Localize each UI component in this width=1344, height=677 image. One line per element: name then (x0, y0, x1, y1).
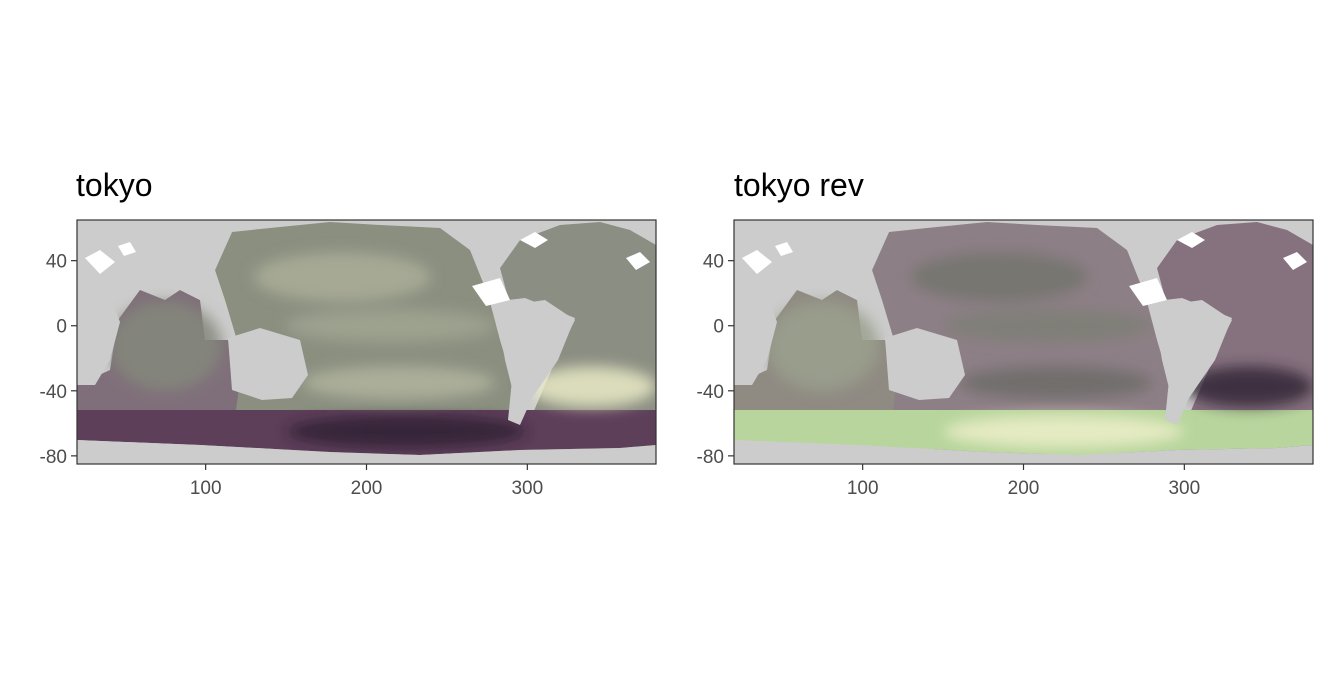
y-tick-label: 0 (713, 317, 724, 338)
y-tick-label: -80 (697, 447, 724, 468)
y-tick-label: 0 (56, 317, 67, 338)
region-equatorial-pacific (943, 309, 1152, 342)
region-south-pacific-band (959, 366, 1152, 399)
region-equatorial-pacific (286, 309, 495, 342)
y-tick-label: 40 (46, 252, 67, 273)
x-tick-label: 200 (351, 478, 383, 499)
x-tick-label: 300 (1168, 478, 1200, 499)
map-area (77, 220, 656, 464)
x-tick-label: 100 (190, 478, 222, 499)
x-tick-label: 100 (847, 478, 879, 499)
region-indian-ocean (766, 301, 879, 390)
y-tick-label: -40 (697, 382, 724, 403)
region-south-pacific-band (302, 366, 495, 399)
panel-title: tokyo rev (734, 167, 864, 203)
region-southern-ocean-bright (943, 415, 1184, 448)
region-southern-ocean-dark (286, 415, 527, 448)
region-north-pacific-subtropical (911, 253, 1088, 302)
region-north-pacific-subtropical (254, 253, 431, 302)
x-tick-label: 300 (511, 478, 543, 499)
y-tick-label: -80 (40, 447, 67, 468)
map-area (734, 220, 1313, 464)
region-indian-ocean (109, 301, 222, 390)
panel-tokyo: tokyo (40, 167, 656, 499)
y-tick-label: 40 (703, 252, 724, 273)
panel-tokyo-rev: tokyo rev (697, 167, 1313, 499)
x-tick-label: 200 (1008, 478, 1040, 499)
y-tick-label: -40 (40, 382, 67, 403)
panel-title: tokyo (76, 167, 152, 203)
